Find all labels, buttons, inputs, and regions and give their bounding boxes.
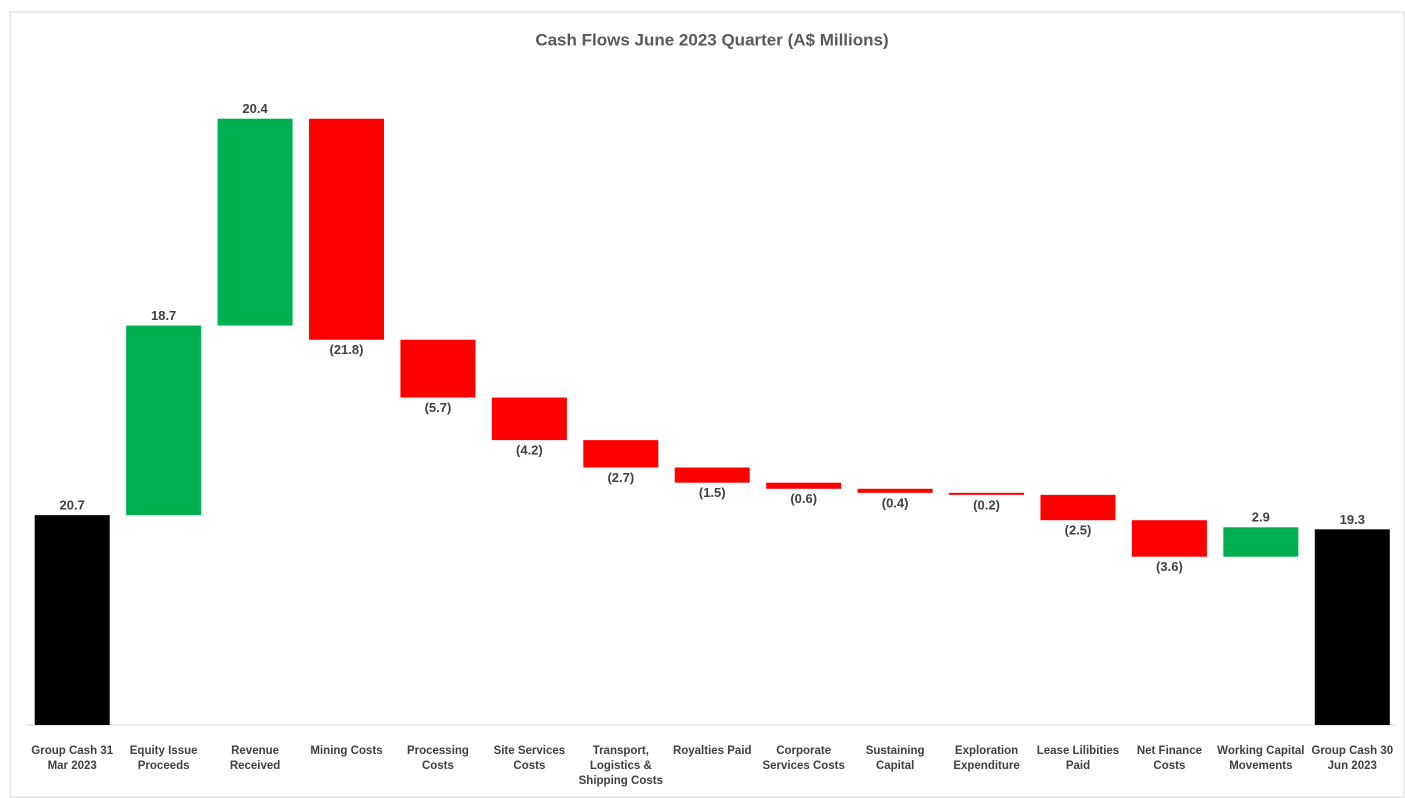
- value-label: 2.9: [1252, 510, 1270, 525]
- bar: [34, 515, 110, 725]
- bar: [217, 118, 293, 326]
- value-label: (0.4): [882, 495, 909, 510]
- x-tick-label: Site Services Costs: [493, 745, 566, 772]
- x-tick-label: Transport, Logistics & Shipping Costs: [578, 745, 663, 787]
- x-tick-label: Royalties Paid: [672, 745, 752, 757]
- bar: [309, 118, 385, 340]
- bar: [949, 492, 1025, 495]
- bar: [126, 325, 202, 516]
- bar: [1040, 494, 1116, 521]
- x-tick-label: Sustaining Capital: [865, 745, 925, 772]
- value-label: (2.7): [607, 470, 634, 485]
- bar: [766, 482, 842, 489]
- x-tick-label: Net Finance Costs: [1136, 745, 1202, 772]
- chart-title: Cash Flows June 2023 Quarter (A$ Million…: [535, 30, 888, 49]
- x-tick-label: Lease Lilibities Paid: [1036, 745, 1120, 772]
- value-label: 20.7: [60, 498, 85, 513]
- bar: [857, 488, 933, 493]
- bar: [491, 397, 567, 441]
- x-tick-label: Working Capital Movements: [1217, 745, 1305, 772]
- value-label: (0.2): [973, 497, 1000, 512]
- x-tick-label: Group Cash 30 Jun 2023: [1311, 745, 1394, 772]
- value-label: (0.6): [790, 491, 817, 506]
- bar: [674, 467, 750, 483]
- value-label: 19.3: [1340, 512, 1365, 527]
- x-tick-label: Mining Costs: [310, 745, 383, 757]
- chart-frame: [9, 11, 1405, 798]
- x-tick-label: Processing Costs: [406, 745, 469, 772]
- x-tick-label: Corporate Services Costs: [762, 745, 845, 772]
- bar: [1223, 527, 1299, 557]
- value-label: (21.8): [330, 342, 364, 357]
- x-tick-label: Equity Issue Proceeds: [129, 745, 198, 772]
- bar: [1314, 529, 1390, 725]
- value-label: 20.4: [242, 101, 268, 116]
- bar: [1131, 520, 1207, 557]
- bar: [400, 339, 476, 398]
- value-label: (1.5): [699, 485, 726, 500]
- value-label: (4.2): [516, 443, 543, 458]
- value-label: 18.7: [151, 308, 176, 323]
- value-label: (3.6): [1156, 559, 1183, 574]
- value-label: (2.5): [1065, 523, 1092, 538]
- x-tick-label: Group Cash 31 Mar 2023: [31, 745, 114, 772]
- value-label: (5.7): [425, 400, 452, 415]
- x-tick-label: Exploration Expenditure: [953, 745, 1020, 772]
- x-tick-label: Revenue Received: [229, 745, 281, 772]
- bar: [583, 440, 659, 468]
